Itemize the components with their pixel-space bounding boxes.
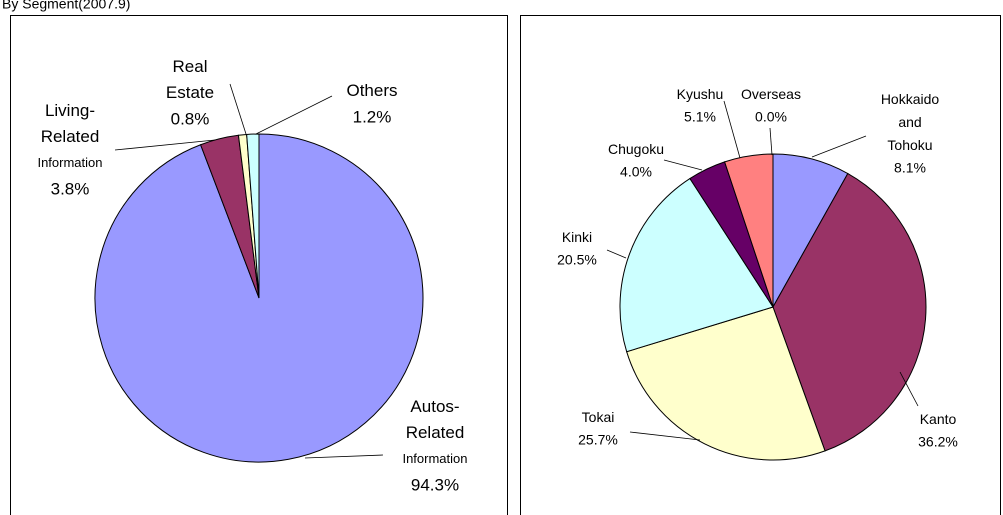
leader-line	[899, 371, 919, 407]
leader-line	[114, 139, 216, 151]
value-label: 0.0%	[755, 109, 787, 125]
leader-line	[255, 95, 333, 135]
leader-line	[629, 431, 701, 441]
slice-label: Kyushu	[677, 86, 724, 102]
slice-label: Autos-Related Information	[402, 397, 467, 466]
value-label: 94.3%	[411, 475, 459, 494]
value-label: 0.8%	[171, 109, 210, 128]
slice-label: Living-Related Information	[37, 101, 102, 170]
leader-line	[663, 159, 703, 171]
slice-label: Chugoku	[608, 141, 664, 157]
value-label: 1.2%	[353, 107, 392, 126]
slice-label: Overseas	[741, 86, 801, 102]
leader-line	[723, 100, 741, 159]
slice-label: Others	[346, 81, 397, 100]
slice-label: Kinki	[562, 229, 592, 245]
pie-slice	[619, 177, 774, 353]
pie-slice	[772, 172, 927, 452]
leader-line	[229, 83, 247, 135]
value-label: 5.1%	[684, 109, 716, 125]
slice-label: Tokai	[582, 409, 615, 425]
value-label: 20.5%	[557, 252, 597, 268]
value-label: 4.0%	[620, 164, 652, 180]
chart-title: By Segment(2007.9)	[2, 0, 130, 12]
slice-label: Hokkaido and Tohoku	[881, 91, 940, 153]
pie-slice	[246, 133, 260, 299]
pie-slice	[626, 306, 826, 461]
value-label: 36.2%	[918, 434, 958, 450]
leader-line	[304, 454, 384, 459]
value-label: 3.8%	[51, 179, 90, 198]
value-label: 8.1%	[894, 160, 926, 176]
slice-label: Kanto	[920, 411, 957, 427]
slice-label: Real Estate	[166, 57, 214, 102]
leader-line	[606, 249, 627, 259]
leader-line	[811, 135, 867, 158]
leader-line	[769, 127, 773, 156]
value-label: 25.7%	[578, 432, 618, 448]
